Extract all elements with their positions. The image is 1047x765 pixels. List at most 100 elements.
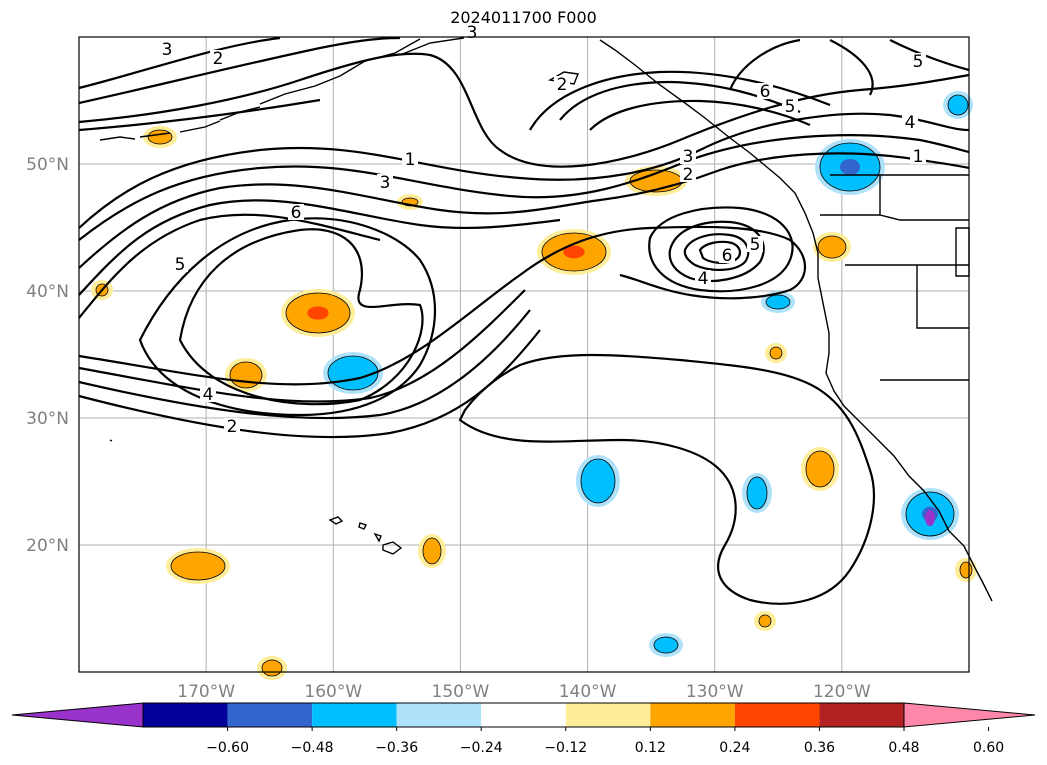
contour-label-bg [288,204,304,220]
contour-label: 1 [405,150,416,170]
anomaly-peak [563,245,585,259]
contour-label: 1 [913,147,924,167]
anomaly-core [947,94,969,116]
contour-label: 3 [380,173,391,193]
anomaly-core [959,561,973,579]
contour-label-bg [782,98,798,114]
contour-label: 5 [913,52,924,72]
colorbar-bin [565,703,651,727]
lon-tick-label: 140°W [559,682,617,702]
contour-label-bg [902,114,918,130]
contour-label: 6 [291,203,302,223]
anomaly-core [327,355,379,391]
contour-label-bg [554,76,570,92]
contour-label-bg [747,236,763,252]
contour-label: 3 [162,40,173,60]
anomaly-peak [307,306,329,320]
colorbar-tick-label: −0.36 [375,740,418,756]
contour-label: 3 [467,23,478,43]
colorbar-frame [142,702,905,728]
anomaly-core [746,476,768,510]
colorbar-tick-label: 0.12 [635,740,666,756]
contour-lines [78,36,970,605]
contour-label: 5 [175,255,186,275]
colorbar-tick-label: 0.60 [973,740,1004,756]
colorbar: −0.60 −0.48 −0.36 −0.24 −0.12 0.12 0.24 0.36 0.4… [11,702,1036,756]
colorbar-tick-label: −0.12 [544,740,587,756]
colorbar-bin [481,703,566,727]
anomaly-core [147,129,173,145]
lat-tick-label: 40°N [26,282,69,302]
contour-label: 4 [905,113,916,133]
contour-label: 2 [213,49,224,69]
lon-tick-label: 170°W [177,682,235,702]
contour-label-bg [757,83,773,99]
contour-label-bg [159,41,175,57]
colorbar-tick-label: −0.24 [460,740,503,756]
anomaly-core [805,450,835,488]
colorbar-tick-label: −0.60 [206,740,249,756]
lon-tick-label: 120°W [813,682,871,702]
anomaly-peak [925,510,935,526]
contour-label: 5 [785,97,796,117]
contour-label: 6 [760,82,771,102]
anomaly-core [769,346,783,360]
colorbar-tick-label: −0.48 [291,740,334,756]
anomaly-core [765,294,791,310]
colorbar-tick-label: 0.48 [888,740,919,756]
colorbar-extend-max [903,702,1036,728]
contour-label-bg [402,151,418,167]
anomaly-core [580,458,616,504]
contour-label: 5 [750,235,761,255]
contour-label: 2 [683,165,694,185]
colorbar-bin [650,703,735,727]
contour-label-bg [695,270,711,286]
anomaly-core [758,614,772,628]
contour-label: 4 [203,385,214,405]
colorbar-bin [143,703,228,727]
anomaly-core [170,551,226,581]
lon-tick-label: 150°W [432,682,490,702]
anomaly-core [817,235,847,259]
contour-label-bg [377,174,393,190]
contour-label: 2 [557,75,568,95]
contour-label-bg [910,53,926,69]
contour-label-bg [680,166,696,182]
anomaly-core [229,361,263,389]
colorbar-bin [312,703,397,727]
contour-label: 6 [722,246,733,266]
lat-tick-label: 20°N [26,536,69,556]
colorbar-bin [819,703,904,727]
contour-label-bg [224,418,240,434]
contour-label-bg [200,386,216,402]
contour-label: 4 [698,269,709,289]
lat-tick-label: 30°N [26,409,69,429]
contour-label-bg [464,24,480,40]
lon-tick-label: 130°W [686,682,744,702]
colorbar-bin [227,703,313,727]
lon-tick-label: 160°W [304,682,362,702]
anomaly-core [261,659,283,677]
contour-label: 2 [227,417,238,437]
anomaly-peak [840,159,860,175]
colorbar-tick-label: 0.36 [804,740,835,756]
colorbar-bin [396,703,482,727]
precipitation-anomaly-shading [91,91,977,680]
contour-label: 3 [683,147,694,167]
contour-label-bg [719,247,735,263]
contour-label-bg [210,50,226,66]
lat-tick-label: 50°N [26,155,69,175]
colorbar-tick-label: 0.24 [719,740,750,756]
colorbar-extend-min [11,702,144,728]
map-frame [78,36,970,673]
colorbar-bin [734,703,820,727]
anomaly-core [422,537,442,565]
contour-label-bg [172,256,188,272]
anomaly-core [653,636,679,654]
contour-label-bg [910,148,926,164]
axis-tick-labels: 50°N 40°N 30°N 20°N 170°W 160°W 150°W 140°W 130°… [26,155,871,702]
figure-title: 2024011700 F000 [450,8,597,27]
contour-label-bg [680,148,696,164]
